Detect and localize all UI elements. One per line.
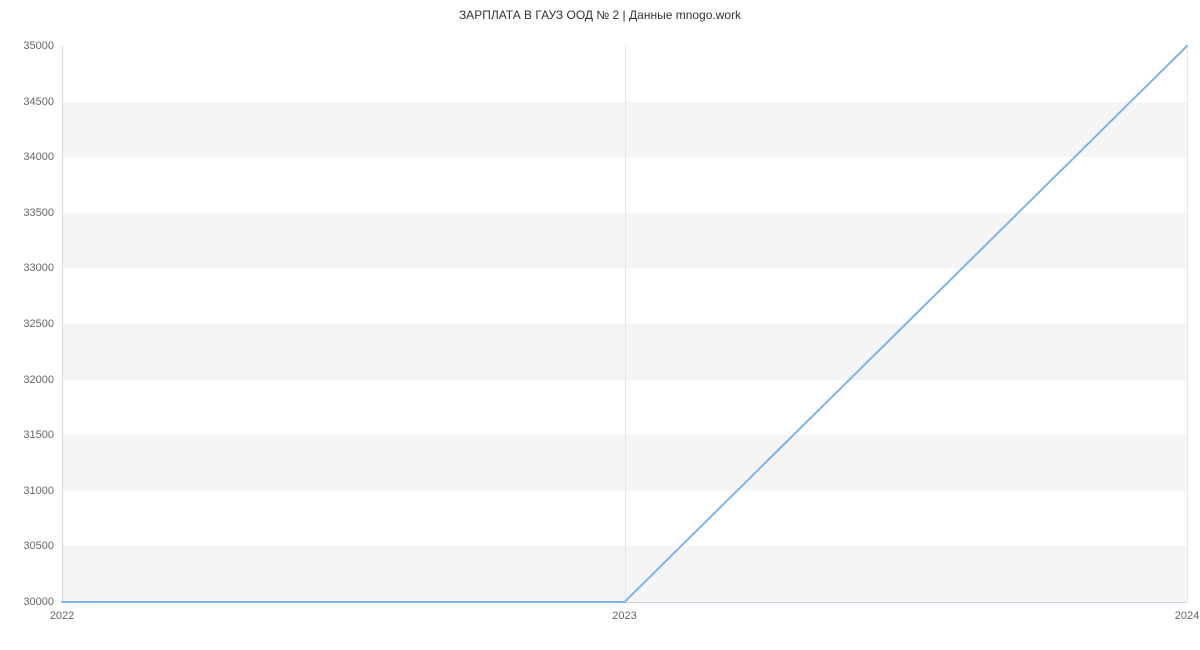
y-tick-label: 31000 — [23, 485, 54, 497]
x-tick-label: 2022 — [50, 610, 74, 622]
x-grid-line — [1187, 46, 1188, 602]
y-tick-label: 35000 — [23, 40, 54, 52]
y-tick-label: 33500 — [23, 207, 54, 219]
x-tick-label: 2023 — [612, 610, 636, 622]
series-line-salary — [62, 46, 1187, 602]
y-tick-label: 30000 — [23, 596, 54, 608]
y-tick-label: 31500 — [23, 429, 54, 441]
salary-chart: ЗАРПЛАТА В ГАУЗ ООД № 2 | Данные mnogo.w… — [0, 0, 1200, 650]
line-layer — [62, 46, 1187, 602]
y-tick-label: 32500 — [23, 318, 54, 330]
y-tick-label: 33000 — [23, 262, 54, 274]
x-tick-label: 2024 — [1175, 610, 1199, 622]
plot-area: 3000030500310003150032000325003300033500… — [62, 46, 1187, 602]
y-tick-label: 30500 — [23, 540, 54, 552]
y-tick-label: 34500 — [23, 96, 54, 108]
chart-title: ЗАРПЛАТА В ГАУЗ ООД № 2 | Данные mnogo.w… — [0, 8, 1200, 22]
y-tick-label: 34000 — [23, 151, 54, 163]
y-tick-label: 32000 — [23, 374, 54, 386]
